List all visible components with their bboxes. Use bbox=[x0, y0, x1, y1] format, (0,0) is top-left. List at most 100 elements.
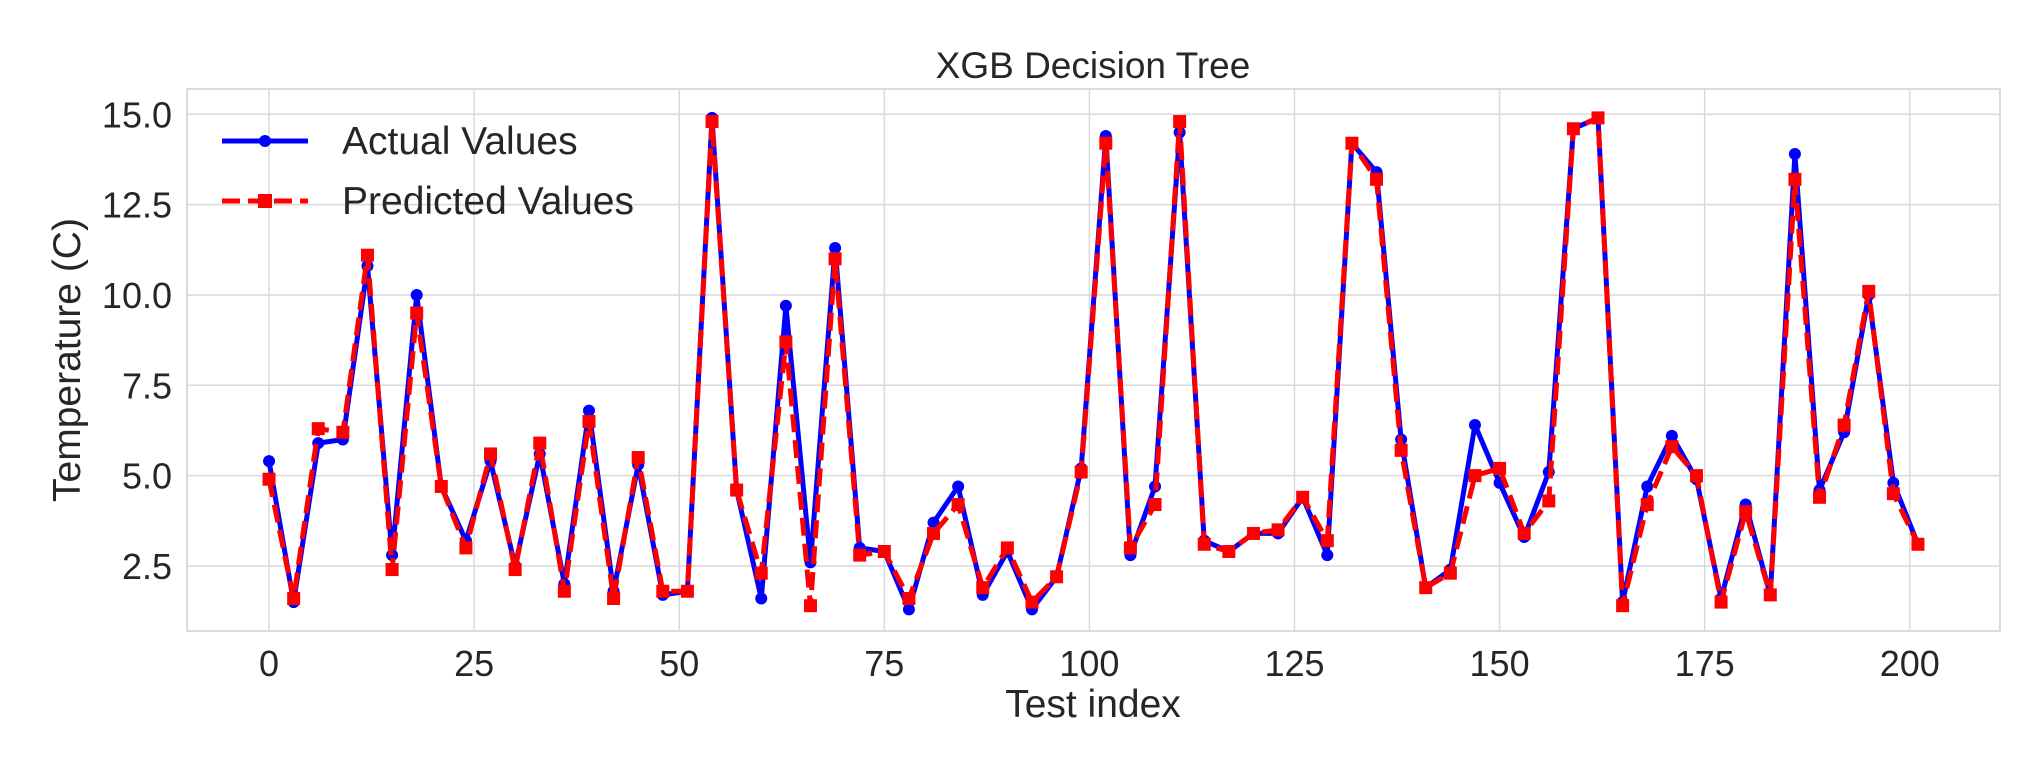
data-point bbox=[927, 516, 940, 529]
data-point bbox=[607, 591, 621, 605]
series-line-predicted-values bbox=[266, 115, 1921, 609]
data-point bbox=[1370, 172, 1384, 186]
x-tick-label: 200 bbox=[1880, 643, 1940, 684]
plot-area bbox=[186, 88, 2001, 632]
data-point bbox=[1394, 443, 1408, 457]
data-point bbox=[1542, 494, 1556, 508]
data-point bbox=[263, 455, 276, 468]
data-point bbox=[779, 299, 792, 312]
data-point bbox=[1616, 599, 1630, 613]
data-point bbox=[557, 584, 571, 598]
data-point bbox=[262, 472, 276, 486]
data-point bbox=[853, 548, 867, 562]
data-point bbox=[1173, 115, 1187, 129]
data-point bbox=[1468, 469, 1482, 483]
y-axis-label: Temperature (C) bbox=[46, 218, 89, 502]
y-tick-label: 12.5 bbox=[102, 185, 172, 226]
x-tick-label: 50 bbox=[659, 643, 699, 684]
data-point bbox=[1788, 148, 1801, 161]
data-point bbox=[1050, 570, 1064, 584]
chart-title: XGB Decision Tree bbox=[936, 45, 1251, 86]
y-tick-label: 15.0 bbox=[102, 94, 172, 135]
data-point bbox=[1837, 418, 1851, 432]
data-point bbox=[1468, 419, 1481, 432]
data-point bbox=[1222, 545, 1236, 559]
data-point bbox=[1099, 136, 1113, 150]
data-point bbox=[1911, 537, 1925, 551]
legend: Actual Values Predicted Values bbox=[222, 120, 634, 223]
data-point bbox=[1493, 461, 1507, 475]
data-point bbox=[1148, 498, 1162, 512]
y-tick-label: 10.0 bbox=[102, 275, 172, 316]
data-point bbox=[1345, 136, 1359, 150]
data-point bbox=[902, 591, 916, 605]
data-point bbox=[730, 483, 744, 497]
data-point bbox=[1246, 526, 1260, 540]
legend-label-actual: Actual Values bbox=[342, 120, 578, 163]
x-tick-label: 0 bbox=[259, 643, 279, 684]
data-point bbox=[1419, 581, 1433, 595]
data-point bbox=[1443, 566, 1457, 580]
data-point bbox=[1321, 549, 1334, 562]
data-point bbox=[1886, 487, 1900, 501]
data-point bbox=[1320, 534, 1334, 548]
data-point bbox=[410, 288, 423, 301]
data-point bbox=[582, 414, 596, 428]
data-point bbox=[656, 584, 670, 598]
data-point bbox=[1025, 595, 1039, 609]
data-point bbox=[631, 451, 645, 465]
data-point bbox=[1763, 588, 1777, 602]
data-point bbox=[1714, 595, 1728, 609]
y-tick-label: 5.0 bbox=[122, 456, 172, 497]
x-axis-ticks: 0 25 50 75 100 125 150 175 200 bbox=[259, 643, 1940, 684]
x-tick-label: 100 bbox=[1059, 643, 1119, 684]
data-point bbox=[1000, 541, 1014, 555]
x-axis-label: Test index bbox=[1005, 683, 1181, 726]
data-point bbox=[459, 541, 473, 555]
y-axis-ticks: 2.5 5.0 7.5 10.0 12.5 15.0 bbox=[102, 94, 172, 587]
data-point bbox=[828, 252, 842, 266]
data-point bbox=[1641, 480, 1654, 493]
data-point bbox=[1197, 537, 1211, 551]
data-point bbox=[976, 581, 990, 595]
data-point bbox=[680, 584, 694, 598]
data-point bbox=[360, 248, 374, 262]
x-tick-label: 75 bbox=[864, 643, 904, 684]
data-point bbox=[951, 498, 965, 512]
data-point bbox=[755, 592, 768, 605]
data-point bbox=[1788, 172, 1802, 186]
data-point bbox=[952, 480, 965, 493]
legend-item-predicted: Predicted Values bbox=[222, 180, 634, 223]
x-tick-label: 25 bbox=[454, 643, 494, 684]
data-point bbox=[877, 545, 891, 559]
data-point bbox=[434, 479, 448, 493]
data-point bbox=[1665, 440, 1679, 454]
data-point bbox=[385, 563, 399, 577]
data-point bbox=[1271, 523, 1285, 537]
data-point bbox=[803, 599, 817, 613]
data-point bbox=[410, 306, 424, 320]
x-tick-label: 150 bbox=[1470, 643, 1530, 684]
x-tick-label: 175 bbox=[1675, 643, 1735, 684]
data-point bbox=[705, 115, 719, 129]
data-point bbox=[927, 526, 941, 540]
data-point bbox=[1689, 469, 1703, 483]
data-point bbox=[287, 591, 301, 605]
data-point bbox=[829, 241, 842, 254]
data-point bbox=[1813, 490, 1827, 504]
data-point bbox=[484, 447, 498, 461]
series-predicted-values bbox=[262, 111, 1925, 613]
data-point bbox=[1665, 429, 1678, 442]
data-point bbox=[1862, 284, 1876, 298]
data-point bbox=[1517, 526, 1531, 540]
data-point bbox=[508, 563, 522, 577]
data-point bbox=[582, 404, 595, 417]
data-point bbox=[779, 335, 793, 349]
legend-label-predicted: Predicted Values bbox=[342, 180, 634, 223]
data-point bbox=[533, 436, 547, 450]
data-point bbox=[1640, 498, 1654, 512]
data-point bbox=[1296, 490, 1310, 504]
legend-item-actual: Actual Values bbox=[222, 120, 578, 163]
y-tick-label: 7.5 bbox=[122, 365, 172, 406]
